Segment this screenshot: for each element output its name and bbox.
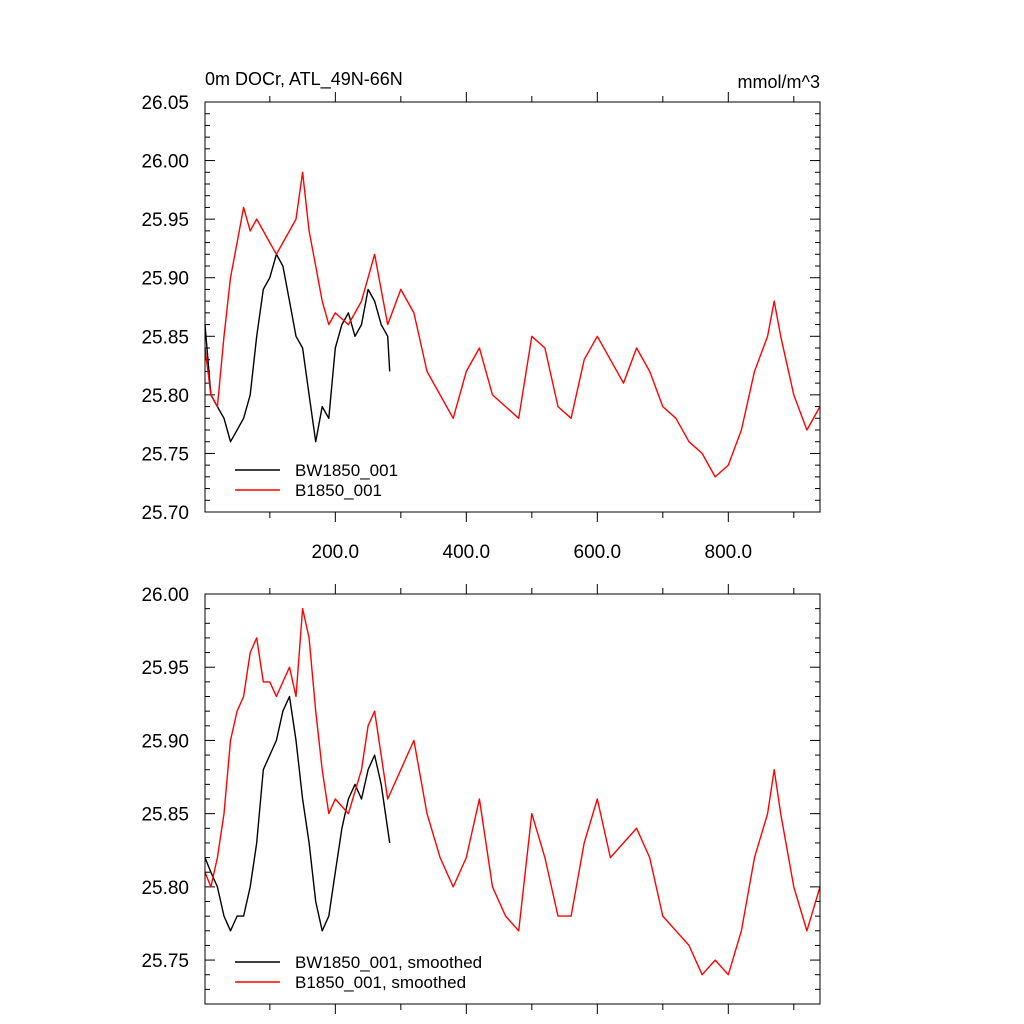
legend-label-bw1850-smoothed: BW1850_001, smoothed: [295, 953, 482, 972]
y-tick-label: 26.00: [141, 152, 189, 173]
bottom-panel: 25.75 25.80 25.85 25.90 25.95 26.00 BW1850_00…: [141, 584, 821, 1014]
y-tick-label: 25.80: [141, 386, 189, 407]
y-tick-label: 25.85: [141, 327, 189, 348]
x-tick-label: 400.0: [443, 542, 491, 563]
y-tick-label: 26.00: [141, 585, 189, 606]
legend-label-b1850-smoothed: B1850_001, smoothed: [295, 973, 466, 992]
x-tick-label: 600.0: [574, 542, 622, 563]
top-legend: BW1850_001 B1850_001: [235, 461, 398, 500]
y-tick-label: 25.95: [141, 210, 189, 231]
top-panel: 0m DOCr, ATL_49N-66N mmol/m^3 25.70 25.75…: [141, 69, 821, 563]
legend-label-bw1850: BW1850_001: [295, 461, 398, 480]
series-line-top-0: [204, 253, 391, 443]
bottom-tick-marks: [205, 584, 820, 1014]
y-tick-label: 25.80: [141, 878, 189, 899]
top-chart-units: mmol/m^3: [738, 72, 820, 92]
top-plot-lines: [204, 171, 821, 478]
y-tick-label: 25.75: [141, 951, 189, 972]
y-tick-label: 25.90: [141, 731, 189, 752]
x-tick-label: 800.0: [705, 542, 753, 563]
bottom-plot-frame: [204, 593, 821, 1005]
top-tick-marks: [205, 92, 820, 522]
x-tick-label: 200.0: [312, 542, 360, 563]
y-tick-label: 25.90: [141, 269, 189, 290]
top-y-tick-labels: 25.70 25.75 25.80 25.85 25.90 25.95 26.00 26.05: [141, 93, 189, 524]
y-tick-label: 25.70: [141, 503, 189, 524]
bottom-legend: BW1850_001, smoothed B1850_001, smoothed: [235, 953, 482, 992]
top-chart-title: 0m DOCr, ATL_49N-66N: [205, 69, 403, 90]
series-line-bottom-1: [204, 607, 821, 976]
series-line-top-1: [204, 171, 821, 478]
series-line-bottom-0: [204, 695, 391, 932]
top-x-tick-labels: 200.0 400.0 600.0 800.0: [312, 542, 753, 563]
y-tick-label: 25.75: [141, 444, 189, 465]
y-tick-label: 26.05: [141, 93, 189, 114]
bottom-y-tick-labels: 25.75 25.80 25.85 25.90 25.95 26.00: [141, 585, 189, 972]
bottom-plot-lines: [204, 607, 821, 976]
legend-label-b1850: B1850_001: [295, 481, 382, 500]
top-plot-frame: [204, 101, 821, 513]
y-tick-label: 25.85: [141, 805, 189, 826]
y-tick-label: 25.95: [141, 658, 189, 679]
